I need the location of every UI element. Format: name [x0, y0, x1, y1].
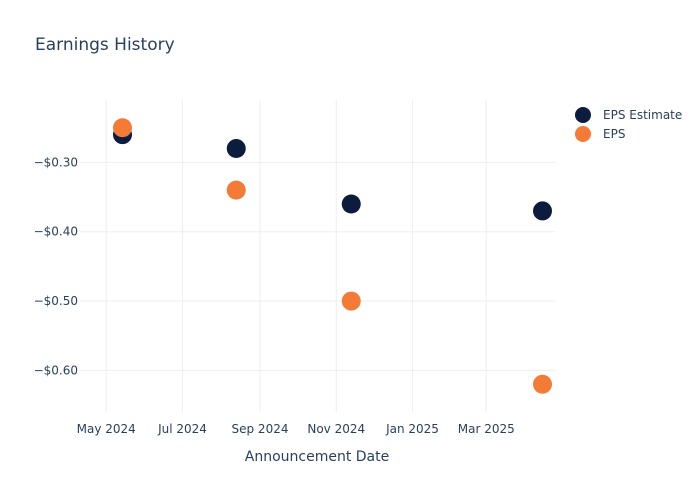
y-tick-label: −$0.30 [34, 155, 78, 169]
data-point[interactable] [533, 201, 552, 221]
legend-label: EPS [603, 127, 625, 141]
data-point[interactable] [533, 374, 552, 394]
data-point[interactable] [226, 180, 246, 200]
legend-marker [575, 107, 591, 123]
y-tick-label: −$0.50 [34, 294, 78, 308]
x-tick-label: Mar 2025 [458, 422, 515, 436]
x-tick-label: Jan 2025 [385, 422, 439, 436]
grid-layer [80, 100, 555, 412]
chart-title: Earnings History [35, 35, 175, 55]
x-tick-label: Sep 2024 [232, 422, 289, 436]
x-tick-label: Nov 2024 [307, 422, 365, 436]
y-tick-label: −$0.60 [34, 363, 78, 377]
y-tick-label: −$0.40 [34, 225, 78, 239]
x-tick-label: May 2024 [77, 422, 136, 436]
data-point[interactable] [341, 291, 361, 311]
tick-layer: May 2024 Jul 2024 Sep 2024 Nov 2024 Jan 2025… [34, 155, 515, 436]
x-tick-label: Jul 2024 [157, 422, 207, 436]
data-point[interactable] [113, 118, 132, 138]
point-layer [113, 118, 552, 394]
x-axis-label: Announcement Date [245, 449, 389, 465]
data-point[interactable] [226, 139, 246, 159]
legend-label: EPS Estimate [603, 108, 682, 122]
legend-marker [575, 126, 591, 142]
data-point[interactable] [341, 194, 361, 214]
legend[interactable]: EPS Estimate EPS [575, 107, 682, 142]
